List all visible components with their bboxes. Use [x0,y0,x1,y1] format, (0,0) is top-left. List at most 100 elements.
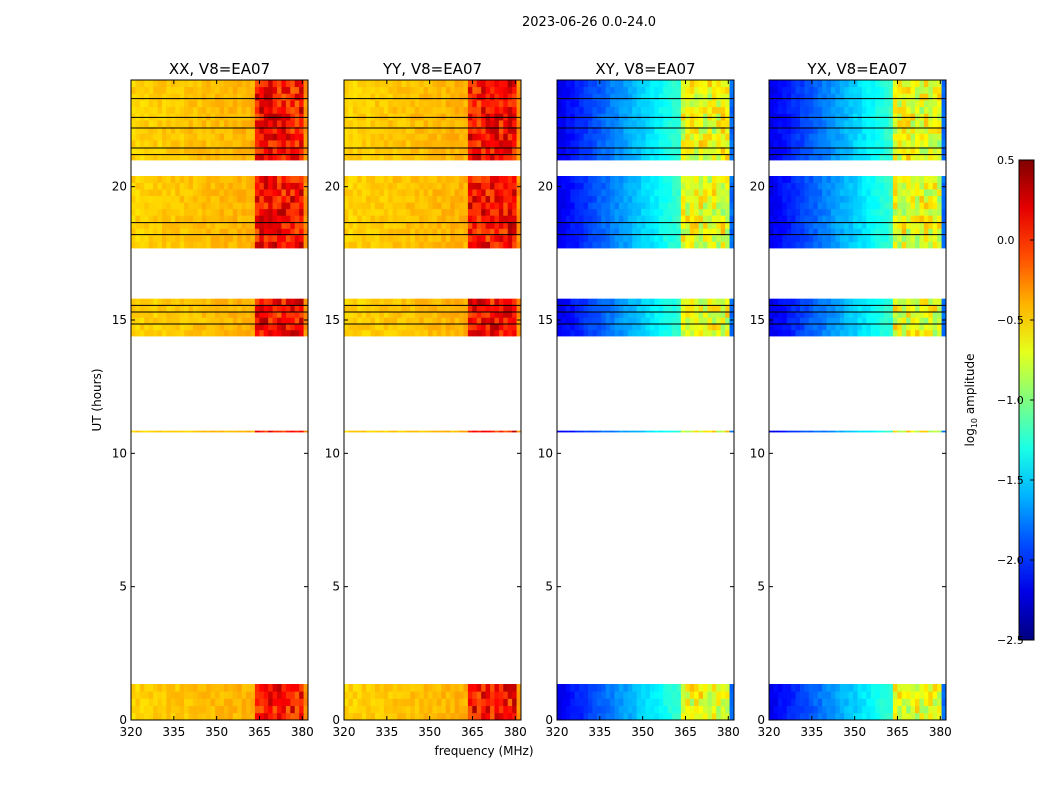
heatmap-cell [277,189,282,197]
heatmap-cell [241,712,247,721]
heatmap-cell [294,221,300,229]
heatmap-cell [184,311,190,318]
heatmap-cell [654,176,660,183]
heatmap-cell [623,215,629,223]
heatmap-cell [423,182,429,190]
heatmap-cell [268,241,274,249]
heatmap-cell [210,153,216,161]
heatmap-cell [928,712,934,721]
heatmap-cell [632,182,638,190]
heatmap-cell [210,133,216,141]
heatmap-cell [574,93,580,101]
heatmap-cell [570,712,576,721]
heatmap-cell [277,705,282,714]
heatmap-cell [197,311,203,318]
heatmap-cell [197,153,203,161]
heatmap-cell [370,189,376,197]
heatmap-cell [623,684,629,692]
heatmap-cell [223,705,229,714]
heatmap-cell [175,684,181,692]
heatmap-cell [170,100,176,108]
heatmap-cell [232,215,238,223]
heatmap-cell [454,120,460,128]
heatmap-cell [131,93,136,101]
heatmap-cell [932,712,938,721]
heatmap-cell [641,691,646,699]
heatmap-cell [410,140,416,148]
heatmap-cell [826,691,832,699]
heatmap-cell [405,241,411,249]
heatmap-cell [649,215,655,223]
heatmap-cell [672,241,677,249]
heatmap-cell [357,311,363,318]
heatmap-cell [910,228,916,236]
heatmap-cell [822,298,828,306]
heatmap-cell [649,698,655,706]
heatmap-cell [915,705,920,714]
heatmap-cell [861,684,867,692]
heatmap-cell [614,120,620,128]
heatmap-cell [725,317,731,324]
heatmap-cell [179,146,185,154]
heatmap-cell [830,698,836,706]
heatmap-cell [618,241,624,249]
heatmap-cell [263,221,269,229]
heatmap-cell [565,221,571,229]
heatmap-cell [366,323,372,331]
heatmap-cell [472,208,478,216]
heatmap-cell [888,234,894,242]
heatmap-cell [467,684,473,692]
heatmap-cell [605,712,611,721]
heatmap-cell [223,317,229,324]
heatmap-cell [206,195,212,203]
heatmap-cell [490,106,495,114]
heatmap-cell [601,304,607,312]
heatmap-cell [720,208,726,216]
heatmap-cell [610,705,616,714]
heatmap-cell [472,189,478,197]
heatmap-cell [583,323,589,331]
heatmap-cell [303,202,309,210]
heatmap-cell [476,241,482,249]
heatmap-cell [627,100,633,108]
heatmap-cell [139,176,145,183]
heatmap-cell [826,304,832,312]
heatmap-cell [910,304,916,312]
heatmap-cell [601,133,607,141]
heatmap-cell [857,228,863,236]
heatmap-cell [614,304,620,312]
heatmap-cell [139,234,145,242]
heatmap-cell [941,241,947,249]
heatmap-cell [237,208,243,216]
heatmap-cell [445,140,451,148]
heatmap-cell [645,712,651,721]
heatmap-cell [268,712,274,721]
heatmap-cell [799,298,805,306]
heatmap-cell [463,323,469,331]
heatmap-cell [414,133,420,141]
heatmap-cell [290,684,296,692]
heatmap-cell [241,698,247,706]
heatmap-cell [923,691,929,699]
heatmap-cell [561,705,567,714]
heatmap-cell [263,195,269,203]
heatmap-cell [166,146,172,154]
heatmap-cell [228,241,234,249]
heatmap-cell [294,698,300,706]
heatmap-cell [467,133,473,141]
heatmap-cell [348,80,354,88]
heatmap-cell [303,323,309,331]
heatmap-cell [374,323,380,331]
heatmap-cell [294,705,300,714]
heatmap-cell [636,691,642,699]
heatmap-cell [450,228,456,236]
heatmap-cell [672,311,677,318]
heatmap-cell [875,221,881,229]
heatmap-cell [645,311,651,318]
heatmap-cell [476,120,482,128]
heatmap-cell [272,298,278,306]
heatmap-cell [175,86,181,94]
heatmap-cell [268,208,274,216]
heatmap-cell [197,189,203,197]
